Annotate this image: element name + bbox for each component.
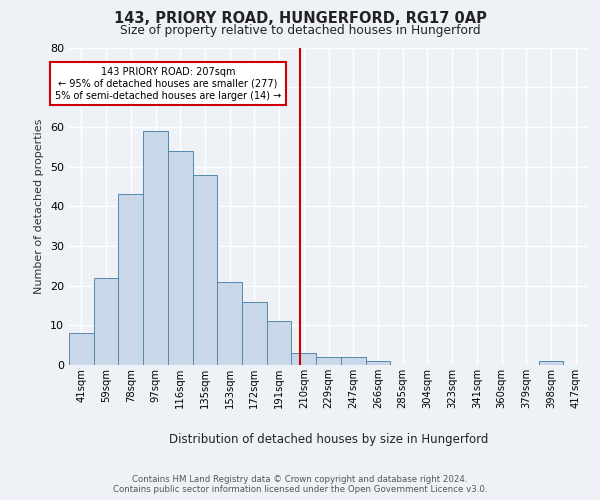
Bar — [143, 131, 168, 365]
Text: 143 PRIORY ROAD: 207sqm
← 95% of detached houses are smaller (277)
5% of semi-de: 143 PRIORY ROAD: 207sqm ← 95% of detache… — [55, 68, 281, 100]
Bar — [292, 353, 316, 365]
Bar — [69, 333, 94, 365]
Y-axis label: Number of detached properties: Number of detached properties — [34, 118, 44, 294]
Bar — [94, 278, 118, 365]
Bar — [341, 357, 365, 365]
Text: Size of property relative to detached houses in Hungerford: Size of property relative to detached ho… — [119, 24, 481, 37]
Bar — [193, 174, 217, 365]
Bar — [118, 194, 143, 365]
Bar — [168, 150, 193, 365]
Text: Contains HM Land Registry data © Crown copyright and database right 2024.
Contai: Contains HM Land Registry data © Crown c… — [113, 474, 487, 494]
Text: 143, PRIORY ROAD, HUNGERFORD, RG17 0AP: 143, PRIORY ROAD, HUNGERFORD, RG17 0AP — [113, 11, 487, 26]
Bar — [539, 361, 563, 365]
Text: Distribution of detached houses by size in Hungerford: Distribution of detached houses by size … — [169, 432, 488, 446]
Bar — [242, 302, 267, 365]
Bar — [316, 357, 341, 365]
Bar — [365, 361, 390, 365]
Bar — [217, 282, 242, 365]
Bar — [267, 322, 292, 365]
